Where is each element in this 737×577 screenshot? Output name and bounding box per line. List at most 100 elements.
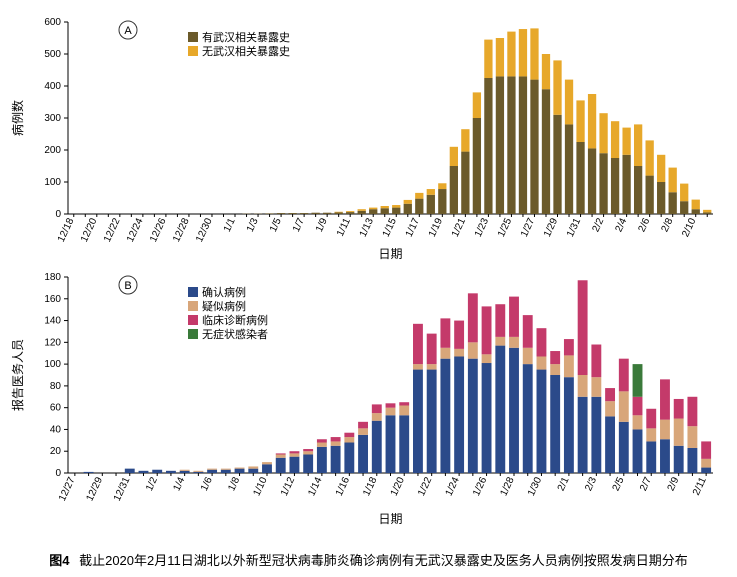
legend-swatch	[188, 315, 198, 325]
bar-segment	[634, 166, 642, 214]
bar-segment	[473, 92, 481, 118]
ytick-label: 100	[44, 177, 61, 188]
y-axis-label: 报告医务人员	[10, 339, 25, 411]
bar-segment	[311, 213, 319, 214]
bar-segment	[611, 158, 619, 214]
bar-segment	[346, 211, 354, 212]
bar-segment	[646, 176, 654, 214]
xtick-label: 1/13	[358, 216, 376, 239]
bar-segment	[509, 337, 519, 348]
bar-segment	[276, 453, 286, 454]
ytick-label: 80	[50, 381, 62, 392]
bar-segment	[235, 469, 245, 473]
xtick-label: 12/31	[112, 475, 133, 503]
bar-segment	[530, 28, 538, 79]
bar-segment	[346, 212, 354, 214]
bar-segment	[427, 189, 435, 195]
bar-segment	[404, 204, 412, 214]
xtick-label: 12/24	[125, 216, 146, 244]
bar-segment	[576, 100, 584, 142]
xtick-label: 2/4	[613, 216, 629, 234]
bar-segment	[496, 76, 504, 214]
xtick-label: 1/21	[450, 216, 468, 239]
xtick-label: 1/26	[471, 475, 489, 498]
bar-segment	[399, 415, 409, 473]
xtick-label: 1/24	[444, 475, 462, 498]
bar-segment	[303, 454, 313, 473]
bar-segment	[674, 399, 684, 419]
bar-segment	[415, 199, 423, 214]
ytick-label: 600	[44, 17, 61, 28]
bar-segment	[669, 168, 677, 193]
bar-segment	[611, 121, 619, 158]
bar-segment	[537, 328, 547, 356]
bar-segment	[381, 208, 389, 214]
bar-segment	[646, 409, 656, 429]
bar-segment	[262, 464, 272, 473]
bar-segment	[669, 192, 677, 214]
xtick-label: 12/28	[171, 216, 192, 244]
bar-segment	[507, 76, 515, 214]
legend-label: 有武汉相关暴露史	[202, 30, 290, 44]
bar-segment	[701, 441, 711, 458]
bar-segment	[680, 201, 688, 214]
bar-segment	[440, 348, 450, 359]
bar-segment	[317, 439, 327, 442]
bar-segment	[454, 356, 464, 473]
bar-segment	[565, 124, 573, 214]
bar-segment	[553, 60, 561, 114]
bar-segment	[358, 211, 366, 214]
bar-segment	[484, 40, 492, 78]
bar-segment	[125, 469, 135, 473]
ytick-label: 20	[50, 446, 62, 457]
bar-segment	[523, 348, 533, 364]
bar-segment	[687, 426, 697, 448]
bar-segment	[622, 128, 630, 155]
bar-segment	[542, 89, 550, 214]
bar-segment	[674, 419, 684, 446]
bar-segment	[344, 443, 354, 473]
bar-segment	[703, 210, 711, 213]
xtick-label: 1/2	[144, 475, 160, 493]
legend-swatch	[188, 46, 198, 56]
bar-segment	[440, 359, 450, 473]
xtick-label: 1/17	[404, 216, 422, 239]
bar-segment	[550, 364, 560, 375]
bar-segment	[248, 469, 258, 473]
bar-segment	[331, 437, 341, 441]
bar-segment	[619, 391, 629, 421]
bar-segment	[578, 397, 588, 473]
bar-segment	[646, 428, 656, 441]
bar-segment	[537, 356, 547, 369]
xtick-label: 1/14	[306, 475, 324, 498]
bar-segment	[605, 388, 615, 401]
bar-segment	[461, 129, 469, 151]
bar-segment	[207, 469, 217, 470]
legend-label: 无症状感染者	[202, 327, 268, 341]
bar-segment	[468, 359, 478, 473]
bar-segment	[692, 209, 700, 214]
bar-segment	[495, 304, 505, 337]
bar-segment	[687, 448, 697, 473]
bar-segment	[193, 472, 203, 473]
bar-segment	[633, 364, 643, 397]
bar-segment	[701, 459, 711, 468]
bar-segment	[358, 209, 366, 211]
ytick-label: 400	[44, 81, 61, 92]
xtick-label: 1/10	[252, 475, 270, 498]
bar-segment	[633, 397, 643, 416]
xtick-label: 1/27	[519, 216, 537, 239]
bar-segment	[288, 213, 296, 214]
ytick-label: 0	[55, 209, 61, 220]
bar-segment	[564, 377, 574, 473]
legend-swatch	[188, 32, 198, 42]
bar-segment	[427, 195, 435, 214]
bar-segment	[564, 355, 574, 377]
bar-segment	[392, 208, 400, 214]
bar-segment	[578, 280, 588, 375]
bar-segment	[605, 416, 615, 473]
xtick-label: 1/16	[334, 475, 352, 498]
chart-b: 020406080100120140160180报告医务人员12/2712/29…	[8, 267, 729, 532]
bar-segment	[591, 377, 601, 397]
xtick-label: 12/29	[84, 475, 105, 503]
